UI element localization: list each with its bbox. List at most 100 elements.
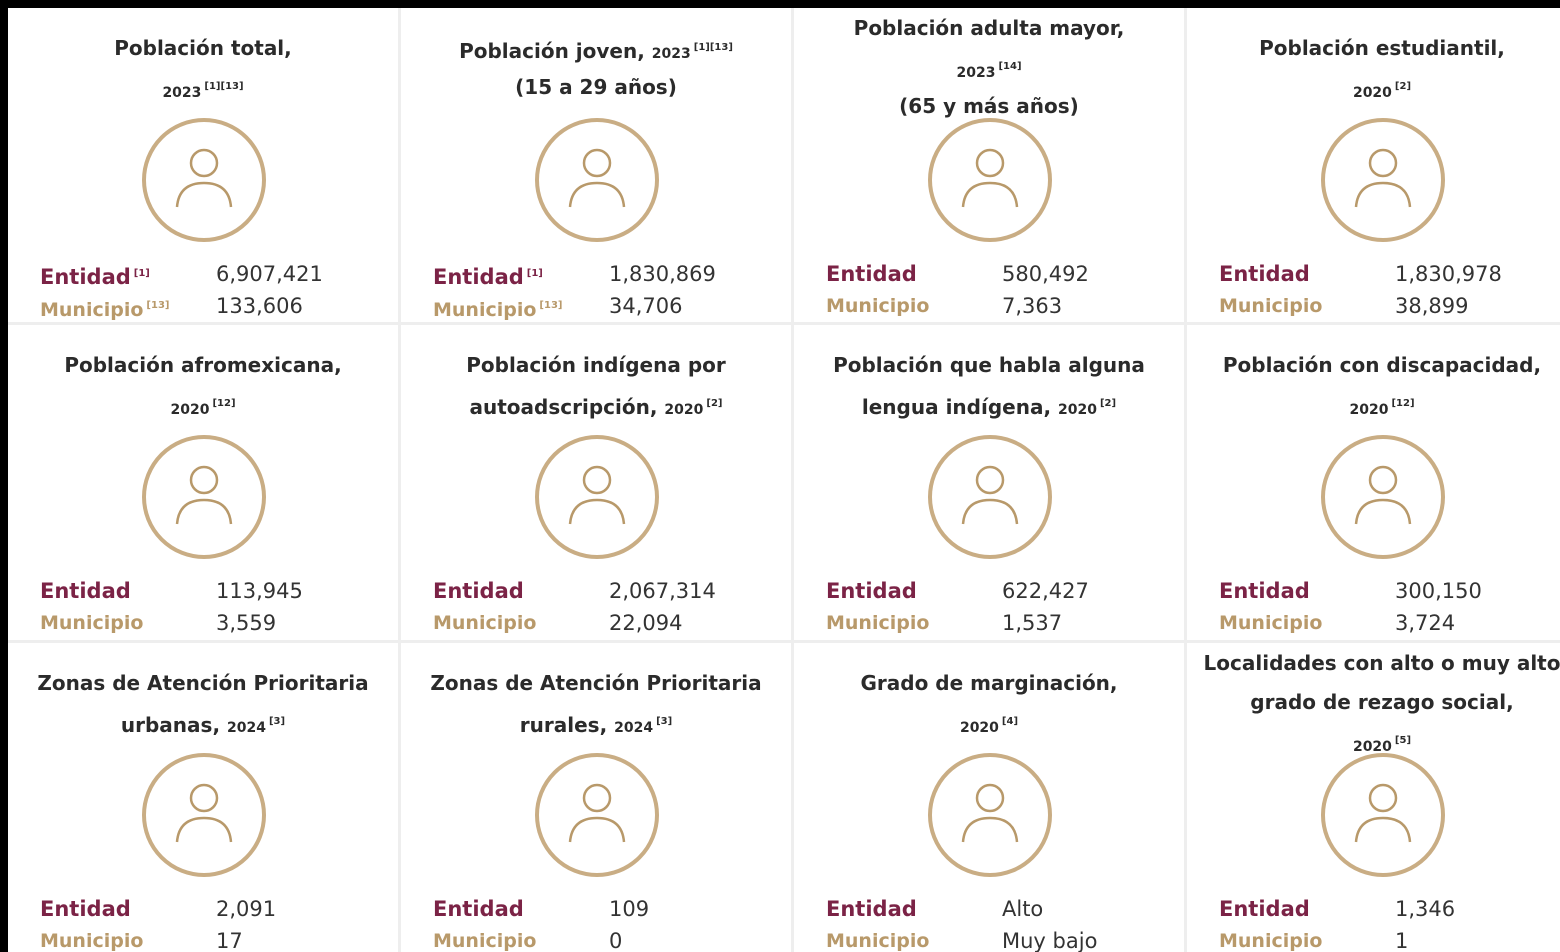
card-title-line: Población que habla alguna — [794, 353, 1184, 377]
row-label: Entidad — [433, 896, 524, 922]
row-value: 1,830,978 — [1395, 262, 1502, 286]
card-title-line: Población adulta mayor, — [794, 16, 1184, 40]
label-text: Municipio — [1219, 295, 1323, 317]
title-year: 2023 — [956, 65, 996, 81]
title-text: Población que habla alguna — [833, 352, 1145, 377]
label-text: Municipio — [1219, 930, 1323, 952]
card-title-line: lengua indígena, 2020 [2] — [794, 392, 1184, 422]
label-text: Entidad — [40, 897, 131, 921]
title-text: (15 a 29 años) — [515, 74, 677, 99]
card-title-line: Población con discapacidad, — [1187, 353, 1560, 377]
card-title-line: 2020 [2] — [1187, 75, 1560, 105]
card-icon — [1320, 435, 1445, 559]
label-text: Entidad — [826, 897, 917, 921]
label-text: Entidad — [1219, 579, 1310, 603]
card: Localidades con alto o muy alto grado de … — [1187, 643, 1560, 952]
title-year: 2020 — [1352, 739, 1392, 755]
row-value: 2,091 — [216, 897, 277, 921]
label-text: Entidad — [433, 897, 524, 921]
row-value: 2,067,314 — [609, 579, 716, 603]
card: Zonas de Atención Prioritaria urbanas, 20… — [8, 643, 398, 952]
title-text: Zonas de Atención Prioritaria — [430, 670, 762, 695]
row-value: Alto — [1002, 897, 1044, 921]
card-title-line: Población afromexicana, — [8, 353, 398, 377]
card-icon — [927, 753, 1052, 877]
label-ref: [13] — [539, 300, 563, 311]
row-label: Municipio [13] — [40, 293, 169, 323]
row-label: Municipio — [433, 928, 536, 952]
label-text: Municipio — [40, 930, 144, 952]
title-text: (65 y más años) — [899, 94, 1079, 118]
card-title-line: Población total, — [8, 36, 398, 60]
row-value: 133,606 — [216, 294, 303, 318]
card: Población afromexicana, 2020 [12] Entidad 11… — [8, 325, 398, 640]
label-text: Municipio — [433, 930, 537, 952]
title-text: Población con discapacidad, — [1222, 352, 1542, 377]
card-title-line: Zonas de Atención Prioritaria — [401, 671, 791, 695]
title-year: 2020 — [1352, 84, 1392, 101]
row-value: 22,094 — [609, 611, 683, 635]
card-title-line: urbanas, 2024 [3] — [8, 710, 398, 740]
card: Población que habla alguna lengua indígen… — [794, 325, 1184, 640]
title-text: Población total, — [114, 35, 292, 60]
title-text: Población joven, — [459, 38, 645, 63]
label-text: Municipio — [826, 612, 930, 634]
label-text: Municipio — [1219, 612, 1323, 634]
title-year: 2020 — [664, 401, 704, 418]
title-text: Población adulta mayor, — [853, 16, 1125, 40]
card-title-line: Zonas de Atención Prioritaria — [8, 671, 398, 695]
title-text: Población estudiantil, — [1259, 35, 1505, 60]
label-text: Municipio — [826, 930, 930, 952]
row-label: Municipio — [826, 928, 929, 952]
title-text: Zonas de Atención Prioritaria — [37, 670, 369, 695]
card-icon — [534, 118, 659, 242]
row-label: Entidad [1] — [40, 261, 150, 290]
row-label: Entidad — [826, 261, 917, 287]
row-value: 17 — [216, 929, 243, 952]
row-label: Municipio — [826, 293, 929, 319]
label-ref: [13] — [146, 300, 170, 311]
row-label: Municipio — [1219, 610, 1322, 636]
title-text: urbanas, — [120, 712, 221, 737]
card-title-line: 2020 [5] — [1187, 729, 1560, 759]
card: Población indígena por autoadscripción, 2… — [401, 325, 791, 640]
row-value: 1 — [1395, 929, 1409, 952]
title-ref: [4] — [1001, 715, 1019, 727]
title-year: 2024 — [227, 719, 266, 736]
row-value: 6,907,421 — [216, 262, 323, 286]
card-title-line: autoadscripción, 2020 [2] — [401, 392, 791, 422]
card: Población joven, 2023 [1][13] (15 a 29 año… — [401, 8, 791, 322]
row-label: Entidad — [40, 578, 131, 604]
row-label: Municipio — [1219, 293, 1322, 319]
card-title-line: Grado de marginación, — [794, 671, 1184, 695]
row-label: Entidad — [826, 578, 917, 604]
row-value: 0 — [609, 929, 623, 952]
title-ref: [12] — [212, 397, 236, 409]
title-ref: [14] — [998, 61, 1022, 72]
row-value: 7,363 — [1002, 294, 1063, 318]
row-label: Entidad [1] — [433, 261, 543, 290]
card: Población adulta mayor, 2023 [14] (65 y más… — [794, 8, 1184, 322]
card-title-line: Población joven, 2023 [1][13] — [401, 36, 791, 66]
label-text: Entidad — [1219, 262, 1310, 286]
card: Población total, 2023 [1][13] Entidad [1] 6,9… — [8, 8, 398, 322]
title-text: Población afromexicana, — [64, 352, 342, 377]
card-title-line: 2023 [14] — [794, 55, 1184, 85]
row-value: 38,899 — [1395, 294, 1469, 318]
card-title-line: Población indígena por — [401, 353, 791, 377]
title-year: 2020 — [170, 401, 210, 418]
title-text: Localidades con alto o muy alto — [1203, 651, 1560, 675]
row-label: Entidad — [1219, 896, 1310, 922]
card-title-line: 2020 [12] — [1187, 392, 1560, 422]
row-value: 109 — [609, 897, 650, 921]
card-title-line: grado de rezago social, — [1187, 690, 1560, 714]
row-label: Entidad — [433, 578, 524, 604]
row-value: 113,945 — [216, 579, 303, 603]
row-value: 300,150 — [1395, 579, 1482, 603]
card-title-line: 2020 [12] — [8, 392, 398, 422]
title-year: 2020 — [1058, 401, 1097, 418]
title-ref: [2] — [706, 397, 723, 409]
label-text: Entidad — [40, 579, 131, 603]
card: Grado de marginación, 2020 [4] Entidad Alto M… — [794, 643, 1184, 952]
card: Población estudiantil, 2020 [2] Entidad 1,83… — [1187, 8, 1560, 322]
